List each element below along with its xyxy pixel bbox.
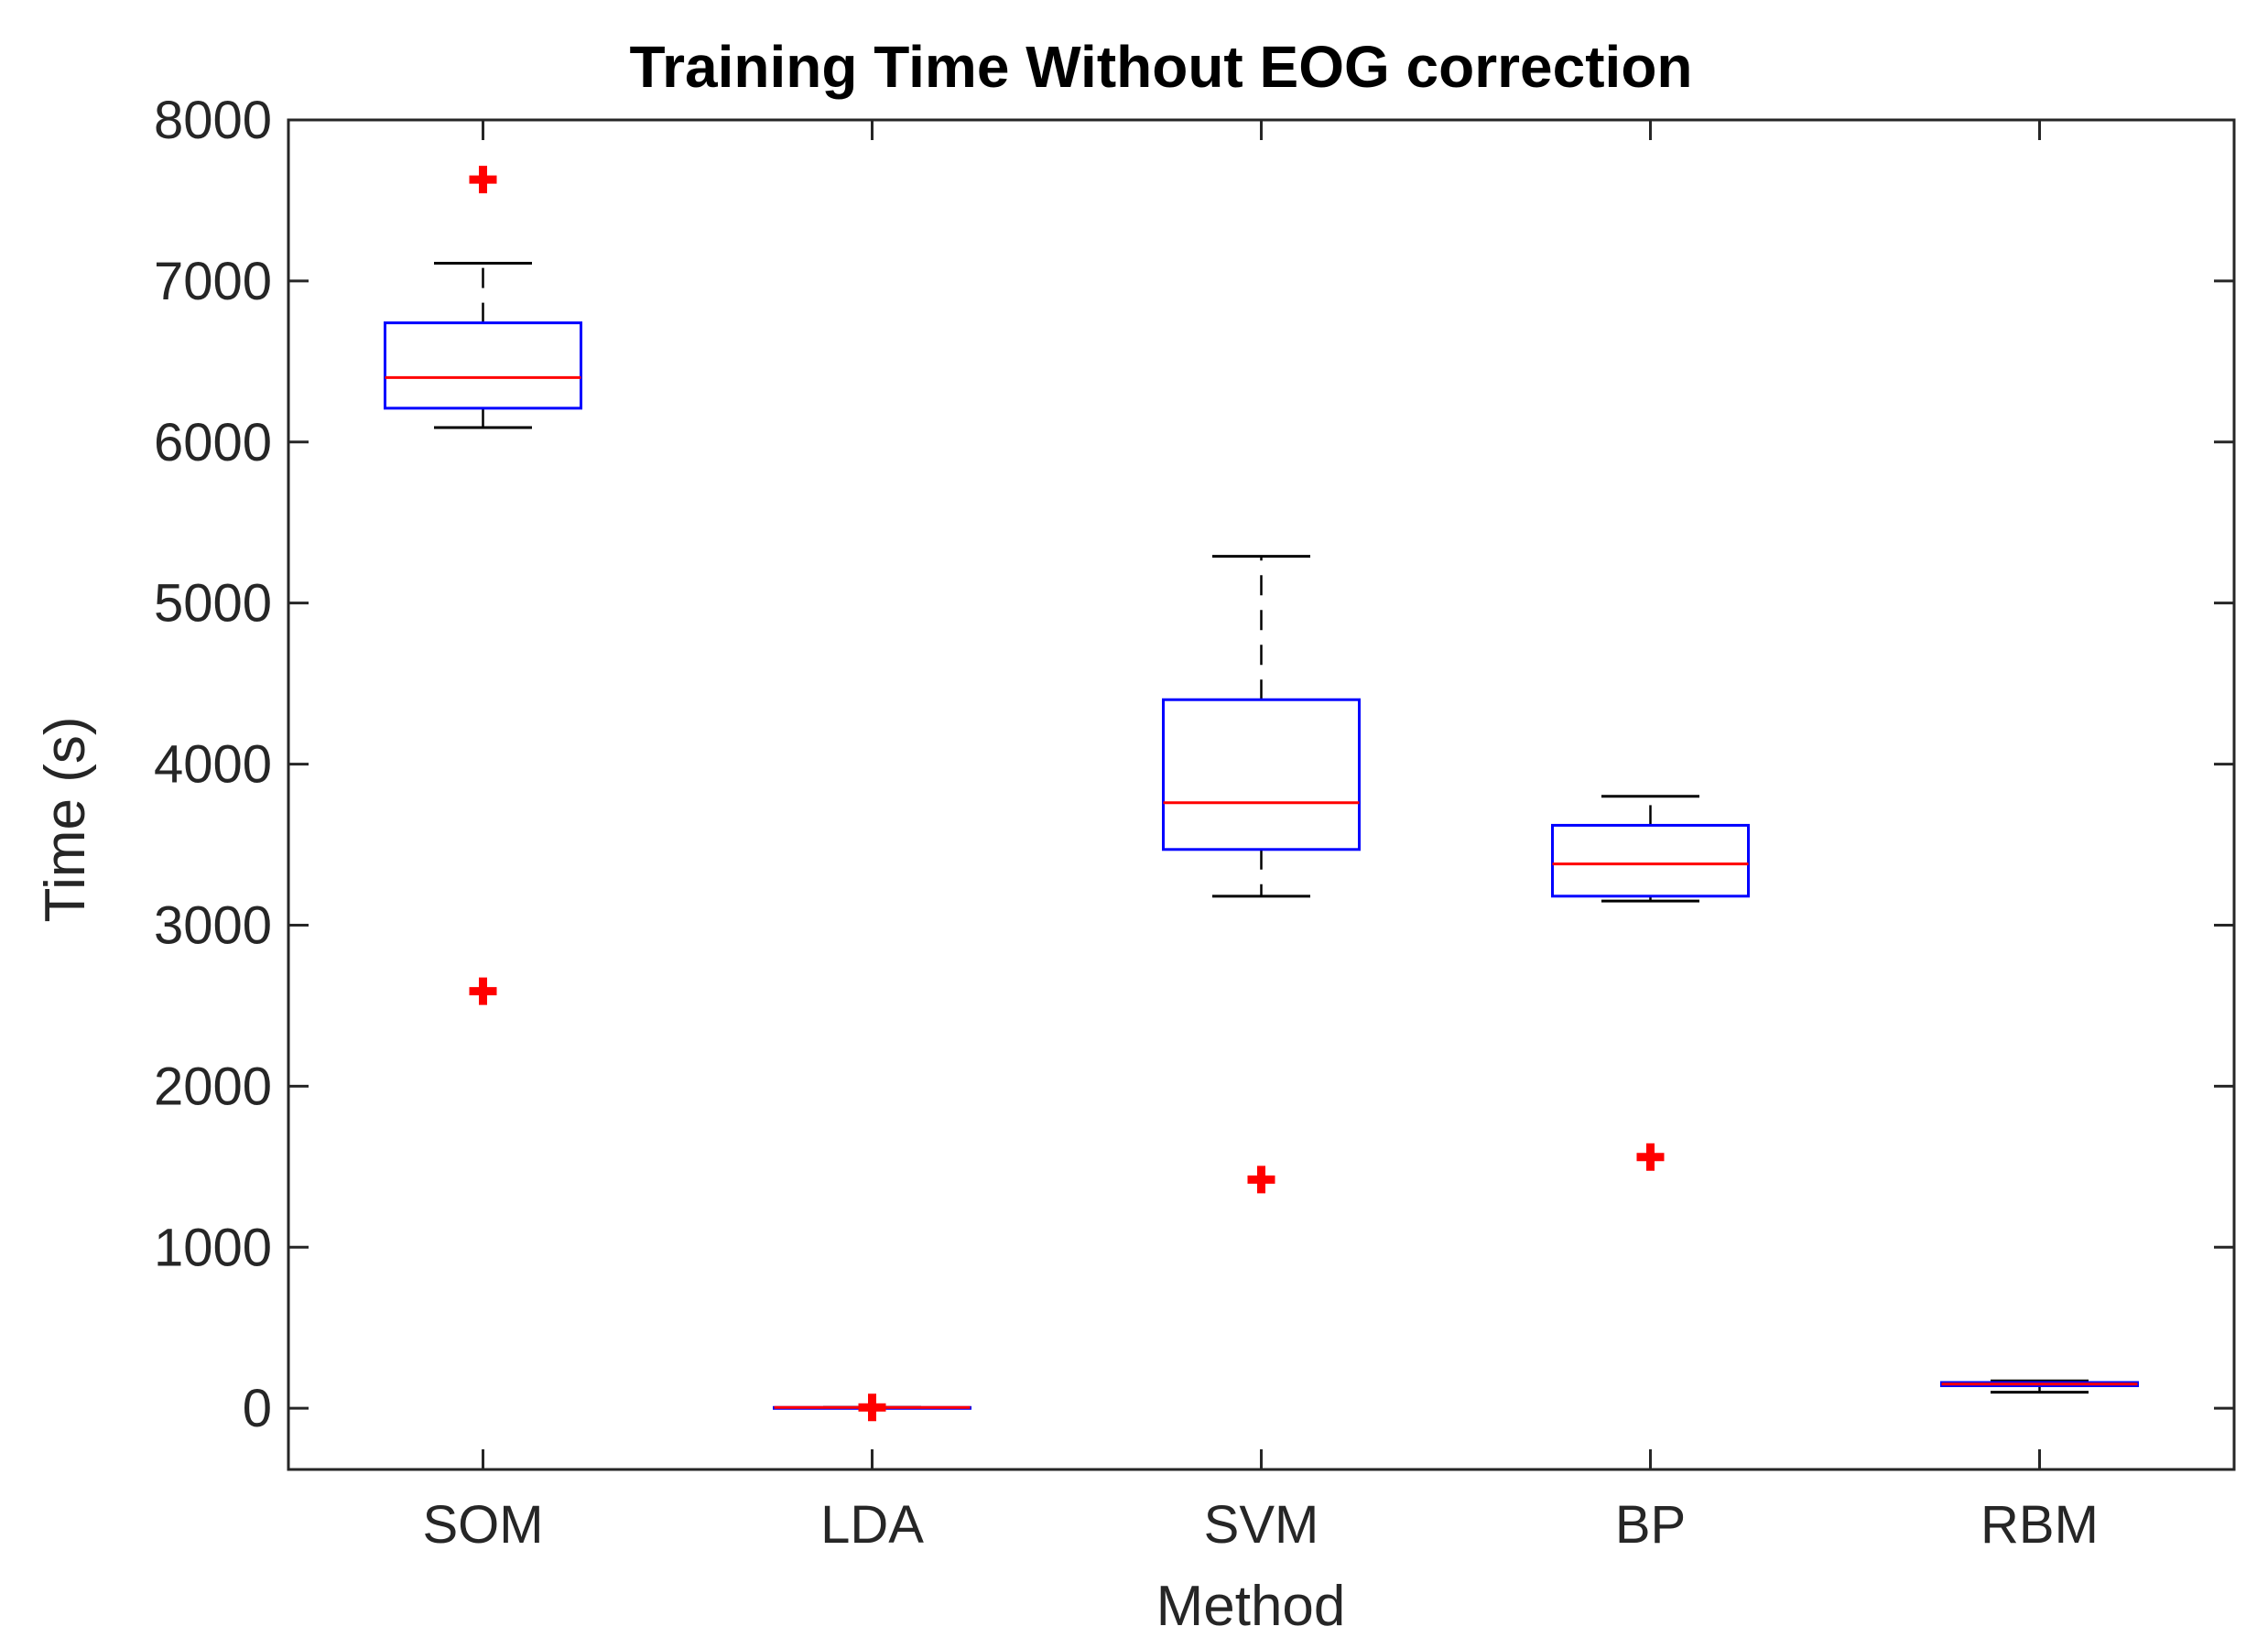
- box-iqr: [1551, 823, 1750, 898]
- y-tick-label: 0: [243, 1379, 272, 1438]
- y-tick-label: 6000: [154, 413, 272, 472]
- x-tick-label: RBM: [1980, 1495, 2099, 1555]
- x-tick-label: SOM: [422, 1495, 543, 1555]
- box-iqr: [384, 321, 582, 410]
- y-tick-label: 3000: [154, 895, 272, 955]
- box-iqr: [1162, 698, 1361, 851]
- y-tick-label: 2000: [154, 1057, 272, 1116]
- y-tick-label: 7000: [154, 252, 272, 311]
- outlier-marker: [469, 977, 497, 1005]
- outlier-marker: [469, 166, 497, 194]
- y-axis-label: Time (s): [34, 717, 97, 923]
- x-tick-label: SVM: [1204, 1495, 1319, 1555]
- chart-title: Training Time Without EOG correction: [630, 34, 1693, 100]
- y-tick-label: 4000: [154, 735, 272, 795]
- x-tick-label: BP: [1615, 1495, 1686, 1555]
- y-tick-label: 1000: [154, 1218, 272, 1277]
- outlier-marker: [1247, 1166, 1275, 1194]
- plot-area: 0 1000 2000 3000 4000 5000 6000 7000 8000 SOM LDA S…: [154, 91, 2236, 1555]
- y-tick-label: 8000: [154, 91, 272, 150]
- outlier-marker: [858, 1393, 886, 1422]
- x-tick-label: LDA: [820, 1495, 924, 1555]
- x-axis-label: Method: [1156, 1575, 1346, 1638]
- outlier-marker: [1636, 1143, 1665, 1171]
- y-tick-label: 5000: [154, 574, 272, 634]
